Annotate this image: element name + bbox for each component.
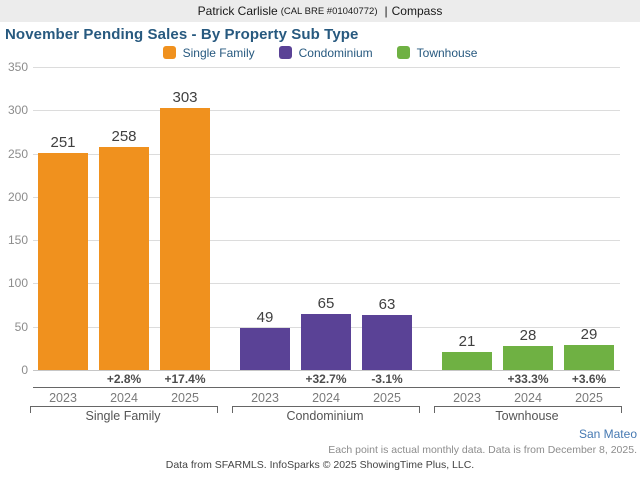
agent-license: (CAL BRE #01040772) xyxy=(280,5,378,17)
bar-condominium-2023[interactable] xyxy=(240,328,290,370)
gridline-100 xyxy=(33,283,620,284)
y-axis-tick-50: 50 xyxy=(14,320,28,334)
legend-item-condominium[interactable]: Condominium xyxy=(278,45,373,60)
x-axis-year-label: 2023 xyxy=(49,391,77,405)
agent-name: Patrick Carlisle xyxy=(197,4,278,18)
group-label-single-family: Single Family xyxy=(85,409,161,423)
x-axis-year-label: 2025 xyxy=(575,391,603,405)
bar-condominium-2025[interactable] xyxy=(362,315,412,370)
bar-condominium-2024[interactable] xyxy=(301,314,351,370)
x-axis-year-label: 2025 xyxy=(171,391,199,405)
x-axis-year-label: 2024 xyxy=(110,391,138,405)
group-bracket-condominium xyxy=(232,406,420,413)
bar-value-label: 63 xyxy=(378,296,396,313)
gridline-250 xyxy=(33,154,620,155)
bar-townhouse-2025[interactable] xyxy=(564,345,614,370)
percent-change-label: -3.1% xyxy=(371,372,403,386)
percent-change-label: +3.6% xyxy=(571,372,607,386)
gridline-350 xyxy=(33,67,620,68)
percent-row-underline xyxy=(33,387,620,388)
gridline-150 xyxy=(33,240,620,241)
group-bracket-townhouse xyxy=(434,406,622,413)
bar-value-label: 21 xyxy=(458,333,476,350)
y-axis-tick-250: 250 xyxy=(7,147,28,161)
header-separator: | xyxy=(384,4,388,18)
y-axis-tick-300: 300 xyxy=(7,103,28,117)
y-axis-tick-150: 150 xyxy=(7,233,28,247)
legend-item-single-family[interactable]: Single Family xyxy=(162,45,255,60)
y-axis-tick-350: 350 xyxy=(7,60,28,74)
bar-single-family-2024[interactable] xyxy=(99,147,149,370)
y-axis-tick-0: 0 xyxy=(21,363,28,377)
x-axis-year-label: 2024 xyxy=(312,391,340,405)
y-axis-tick-100: 100 xyxy=(7,276,28,290)
x-axis-year-label: 2025 xyxy=(373,391,401,405)
legend-label: Condominium xyxy=(298,45,373,60)
bar-value-label: 65 xyxy=(317,295,335,312)
bar-single-family-2025[interactable] xyxy=(160,108,210,370)
x-axis-year-label: 2023 xyxy=(251,391,279,405)
chart-legend: Single Family Condominium Townhouse xyxy=(0,44,640,61)
bar-value-label: 49 xyxy=(256,309,274,326)
y-axis-tick-200: 200 xyxy=(7,190,28,204)
group-label-condominium: Condominium xyxy=(286,409,364,423)
bar-townhouse-2023[interactable] xyxy=(442,352,492,370)
region-label[interactable]: San Mateo xyxy=(578,427,637,441)
legend-label: Single Family xyxy=(182,45,255,60)
legend-swatch-townhouse xyxy=(396,46,410,59)
x-axis-year-label: 2024 xyxy=(514,391,542,405)
attribution-text: Data from SFARMLS. InfoSparks © 2025 Sho… xyxy=(165,459,475,471)
bar-value-label: 303 xyxy=(172,89,198,106)
gridline-300 xyxy=(33,110,620,111)
chart-title: November Pending Sales - By Property Sub… xyxy=(5,26,359,43)
legend-item-townhouse[interactable]: Townhouse xyxy=(396,45,478,60)
bar-value-label: 28 xyxy=(519,327,537,344)
legend-label: Townhouse xyxy=(416,45,478,60)
legend-swatch-condominium xyxy=(278,46,292,59)
brokerage-name: Compass xyxy=(391,4,443,18)
bar-value-label: 29 xyxy=(580,326,598,343)
bar-single-family-2023[interactable] xyxy=(38,153,88,370)
group-label-townhouse: Townhouse xyxy=(495,409,559,423)
data-note: Each point is actual monthly data. Data … xyxy=(328,444,637,456)
percent-change-label: +32.7% xyxy=(305,372,347,386)
header-bar: Patrick Carlisle (CAL BRE #01040772) | C… xyxy=(0,0,640,22)
percent-change-label: +33.3% xyxy=(507,372,549,386)
gridline-0 xyxy=(33,370,620,371)
percent-change-label: +2.8% xyxy=(106,372,142,386)
x-axis-year-label: 2023 xyxy=(453,391,481,405)
plot-area: 0 50 100 150 200 250 300 350 251 2023 258 +2.8% 2024… xyxy=(0,60,640,432)
bar-value-label: 258 xyxy=(111,128,137,145)
bar-townhouse-2024[interactable] xyxy=(503,346,553,370)
gridline-200 xyxy=(33,197,620,198)
percent-change-label: +17.4% xyxy=(164,372,206,386)
group-bracket-single-family xyxy=(30,406,218,413)
legend-swatch-single-family xyxy=(162,46,176,59)
bar-value-label: 251 xyxy=(50,134,76,151)
